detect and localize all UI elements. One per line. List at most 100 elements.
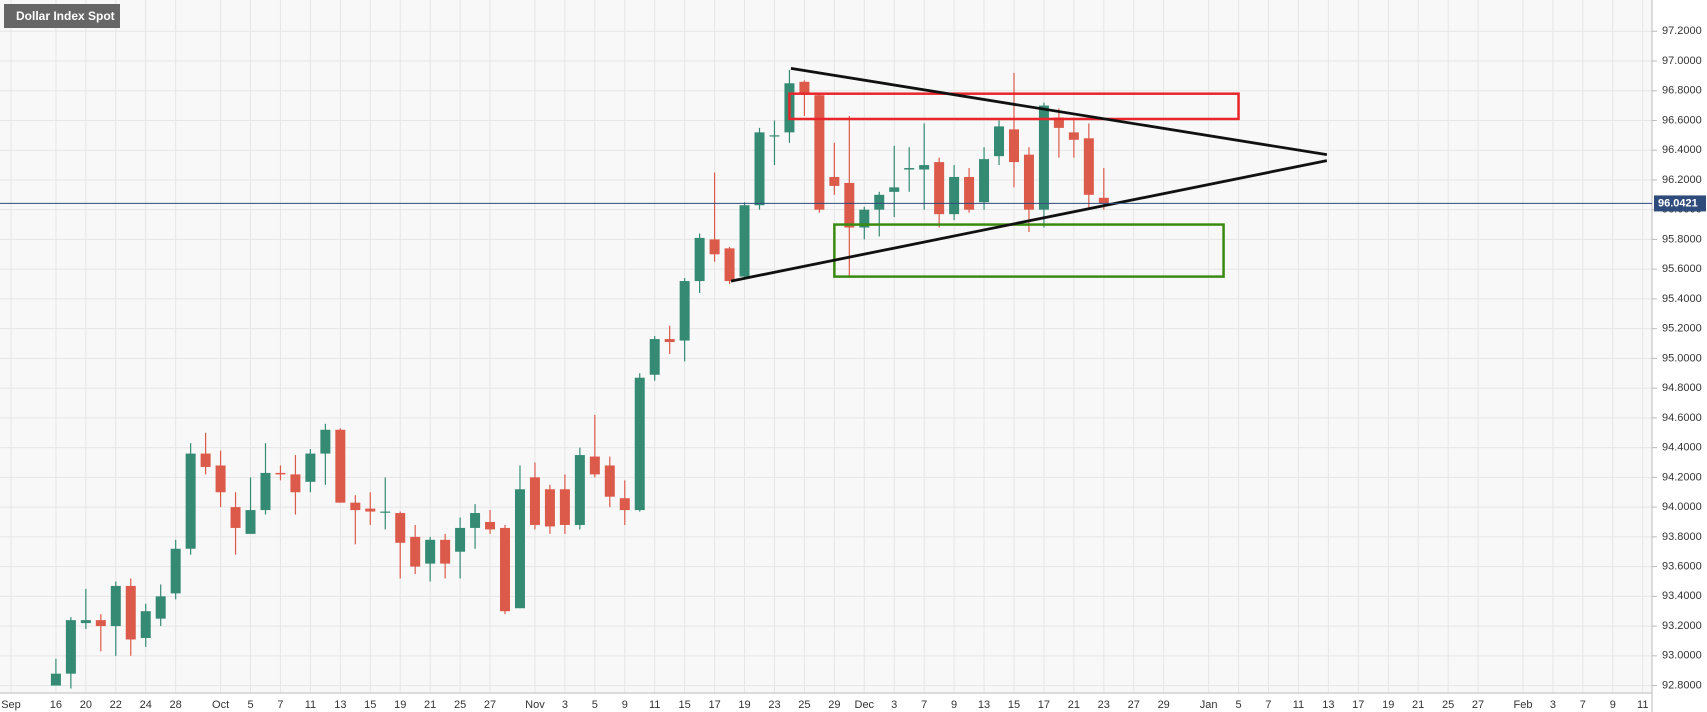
y-tick-label: 93.6000 [1662,561,1702,573]
candle-body [754,132,765,206]
candle-body [649,339,660,375]
zone [833,223,1225,278]
candle-body [1068,132,1079,140]
y-tick-label: 97.2000 [1662,25,1702,37]
x-tick-label: 27 [1128,699,1140,711]
x-tick-label: 5 [247,699,253,711]
x-tick-label: 21 [1412,699,1424,711]
candle-body [844,182,855,228]
x-tick-label: 7 [1580,699,1586,711]
candle-body [889,187,900,192]
x-tick-label: 23 [768,699,780,711]
candle-body [964,176,975,210]
candle-body [260,472,271,511]
chart-title: Dollar Index Spot [16,9,115,23]
candle-body [904,168,915,170]
y-tick-label: 96.6000 [1662,114,1702,126]
candle-body [1083,138,1094,195]
y-tick-label: 93.0000 [1662,650,1702,662]
candle-body [979,159,990,203]
candle-body [410,536,421,567]
candle-body [994,126,1005,157]
candle-body [125,585,136,640]
candle-body [500,527,511,612]
candle-body [395,513,406,543]
candle-body [544,489,555,527]
mark-layer [50,67,1328,689]
last-price-label: 96.0421 [1658,197,1698,209]
candle-body [949,176,960,215]
x-tick-label: 28 [170,699,182,711]
y-tick-label: 92.8000 [1662,679,1702,691]
x-tick-label: 9 [622,699,628,711]
x-tick-label: 9 [951,699,957,711]
title-box [4,4,120,28]
candle-body [230,507,241,528]
x-tick-label: 23 [1098,699,1110,711]
candle-body [604,465,615,497]
candle-body [155,596,166,619]
candle-body [215,465,226,493]
candle-body [185,453,196,549]
candle-body [140,611,151,638]
candle-body [50,673,61,686]
y-tick-label: 94.2000 [1662,471,1702,483]
x-tick-label: 17 [708,699,720,711]
x-tick-label: 11 [1293,699,1304,711]
candle-body [170,548,181,594]
trendline [790,67,1328,157]
y-tick-label: 96.2000 [1662,174,1702,186]
x-tick-label: 15 [364,699,376,711]
candle-body [694,237,705,282]
candle-body [514,489,525,609]
x-tick-label: 22 [110,699,122,711]
y-tick-label: 95.6000 [1662,263,1702,275]
candle-body [859,209,870,228]
x-tick-label: 19 [1382,699,1394,711]
candle-body [874,194,885,210]
x-tick-label: 25 [798,699,810,711]
candle-body [290,474,301,493]
x-tick-label: 7 [277,699,283,711]
x-tick-label: 15 [679,699,691,711]
candle-body [919,165,930,170]
candle-body [110,585,121,627]
candle-body [709,239,720,255]
candle-body [619,498,630,511]
candle-body [305,453,316,482]
candle-body [275,472,286,475]
x-tick-label: 5 [1235,699,1241,711]
candle-body [470,513,481,528]
candle-body [365,508,376,512]
candle-body [425,539,436,564]
candle-body [679,281,690,341]
candle-body [634,377,645,511]
last-price-box [1654,195,1706,212]
x-tick-label: 25 [1442,699,1454,711]
x-tick-label: Sep [1,699,21,711]
candle-body [1098,197,1109,204]
x-tick-label: 17 [1352,699,1364,711]
x-tick-label: 7 [1265,699,1271,711]
y-tick-label: 95.2000 [1662,323,1702,335]
x-tick-label: 27 [484,699,496,711]
candle-body [455,527,466,552]
candle-body [350,502,361,511]
x-tick-label: 19 [394,699,406,711]
y-tick-label: 93.8000 [1662,531,1702,543]
plot-background [0,0,1652,693]
x-tick-label: 3 [891,699,897,711]
y-tick-label: 96.4000 [1662,144,1702,156]
x-tick-label: 16 [50,699,62,711]
candle-body [95,620,106,627]
y-tick-label: 95.0000 [1662,352,1702,364]
x-tick-label: 20 [80,699,92,711]
y-tick-label: 94.6000 [1662,412,1702,424]
candle-body [799,81,810,94]
x-tick-label: 3 [562,699,568,711]
candle-body [1038,105,1049,210]
y-tick-label: 94.8000 [1662,382,1702,394]
candle-body [485,521,496,530]
candle-body [380,511,391,513]
